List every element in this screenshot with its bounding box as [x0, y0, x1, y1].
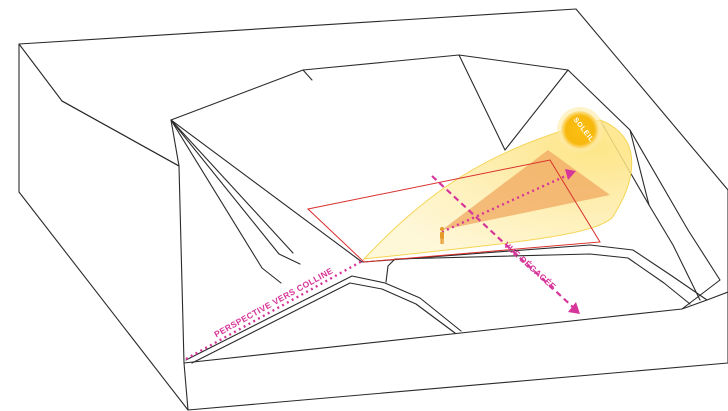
terrace-lower — [385, 253, 691, 305]
left-slope-edge — [61, 100, 180, 167]
ridge-top-b — [302, 69, 313, 81]
plot-outline — [306, 159, 601, 263]
view-arrow — [431, 175, 580, 314]
front-face — [183, 291, 728, 411]
ridge-valley-b — [170, 119, 294, 254]
left-face — [18, 43, 189, 411]
road-edge-inner — [191, 282, 456, 364]
road-edge-outer — [185, 275, 462, 361]
ridge-valley-d — [170, 119, 282, 284]
sun-arrowhead — [565, 169, 576, 180]
terrain-block — [18, 8, 728, 411]
sun-direction-arrow — [441, 169, 576, 234]
perspective-arrow — [185, 258, 365, 361]
view-arrowhead — [568, 302, 580, 314]
basin-rim — [170, 54, 721, 310]
ridge-left — [170, 119, 180, 167]
ridge-valley-a — [170, 119, 363, 263]
road-edge-back — [362, 244, 708, 301]
person-icon — [440, 227, 444, 244]
ridge-top-a — [458, 54, 569, 151]
ridge-valley-c — [170, 119, 301, 265]
sun-icon — [557, 107, 603, 153]
ridge-right-a — [629, 129, 701, 301]
